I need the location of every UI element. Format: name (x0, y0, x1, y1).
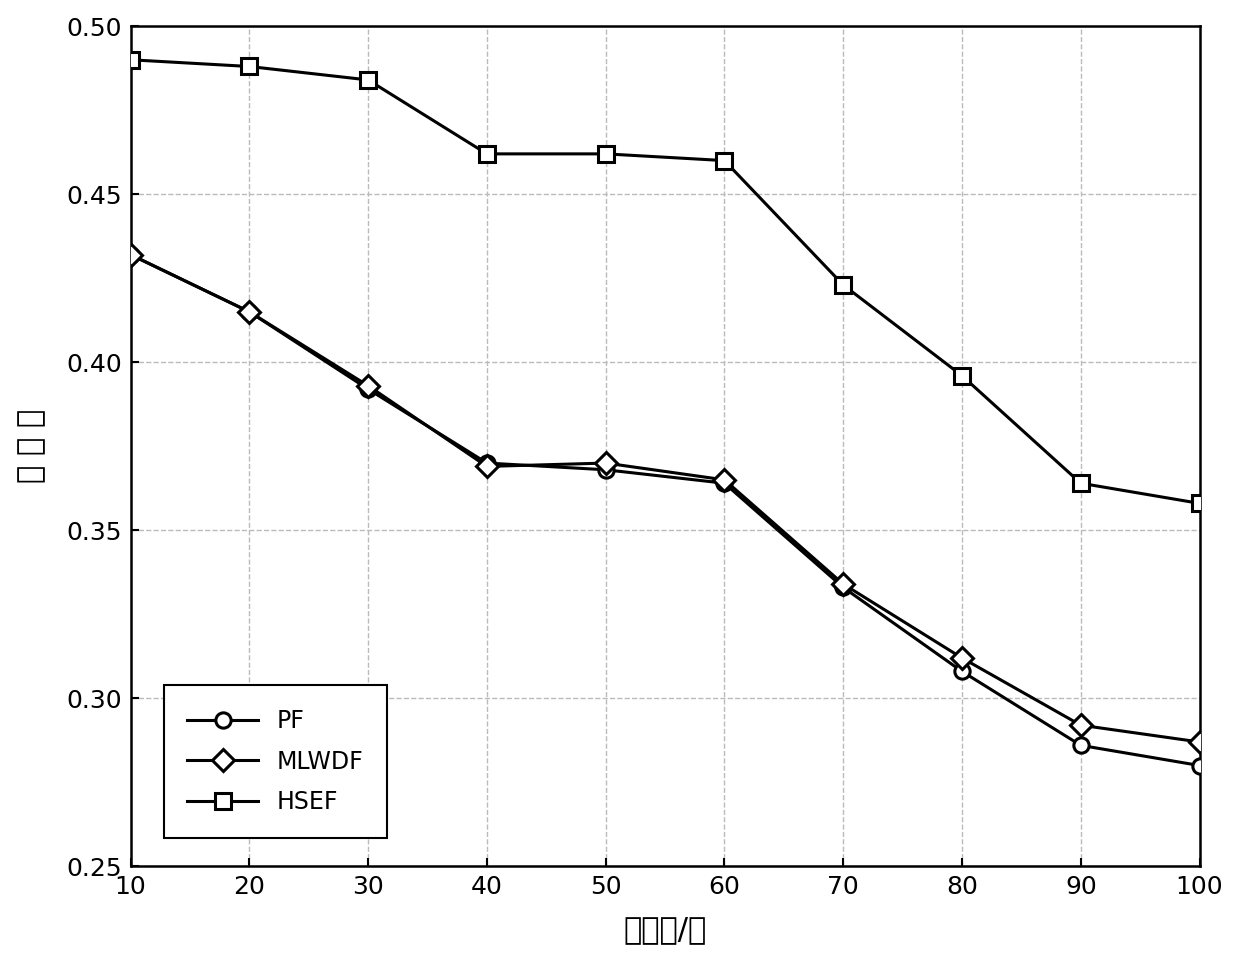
MLWDF (123, 249, 138, 260)
Line: HSEF: HSEF (123, 52, 1208, 511)
PF (242, 306, 257, 317)
Line: MLWDF: MLWDF (123, 247, 1208, 750)
PF (480, 457, 495, 469)
X-axis label: 用户数/个: 用户数/个 (624, 915, 707, 945)
Legend: PF, MLWDF, HSEF: PF, MLWDF, HSEF (164, 685, 387, 838)
HSEF (1074, 478, 1089, 489)
MLWDF (1074, 720, 1089, 731)
PF (836, 581, 851, 593)
HSEF (1192, 498, 1207, 509)
HSEF (361, 74, 376, 86)
MLWDF (480, 460, 495, 472)
MLWDF (361, 380, 376, 391)
MLWDF (598, 457, 613, 469)
MLWDF (955, 653, 970, 664)
PF (1192, 760, 1207, 772)
HSEF (836, 280, 851, 291)
Y-axis label: 公 平 性: 公 平 性 (16, 409, 46, 483)
PF (361, 383, 376, 395)
HSEF (480, 148, 495, 160)
HSEF (717, 155, 732, 166)
MLWDF (1192, 736, 1207, 748)
HSEF (123, 54, 138, 65)
HSEF (955, 370, 970, 382)
PF (123, 249, 138, 260)
PF (598, 464, 613, 476)
PF (1074, 740, 1089, 752)
HSEF (598, 148, 613, 160)
MLWDF (836, 579, 851, 590)
MLWDF (242, 306, 257, 317)
PF (717, 478, 732, 489)
HSEF (242, 61, 257, 72)
PF (955, 666, 970, 678)
MLWDF (717, 474, 732, 485)
Line: PF: PF (123, 247, 1208, 774)
